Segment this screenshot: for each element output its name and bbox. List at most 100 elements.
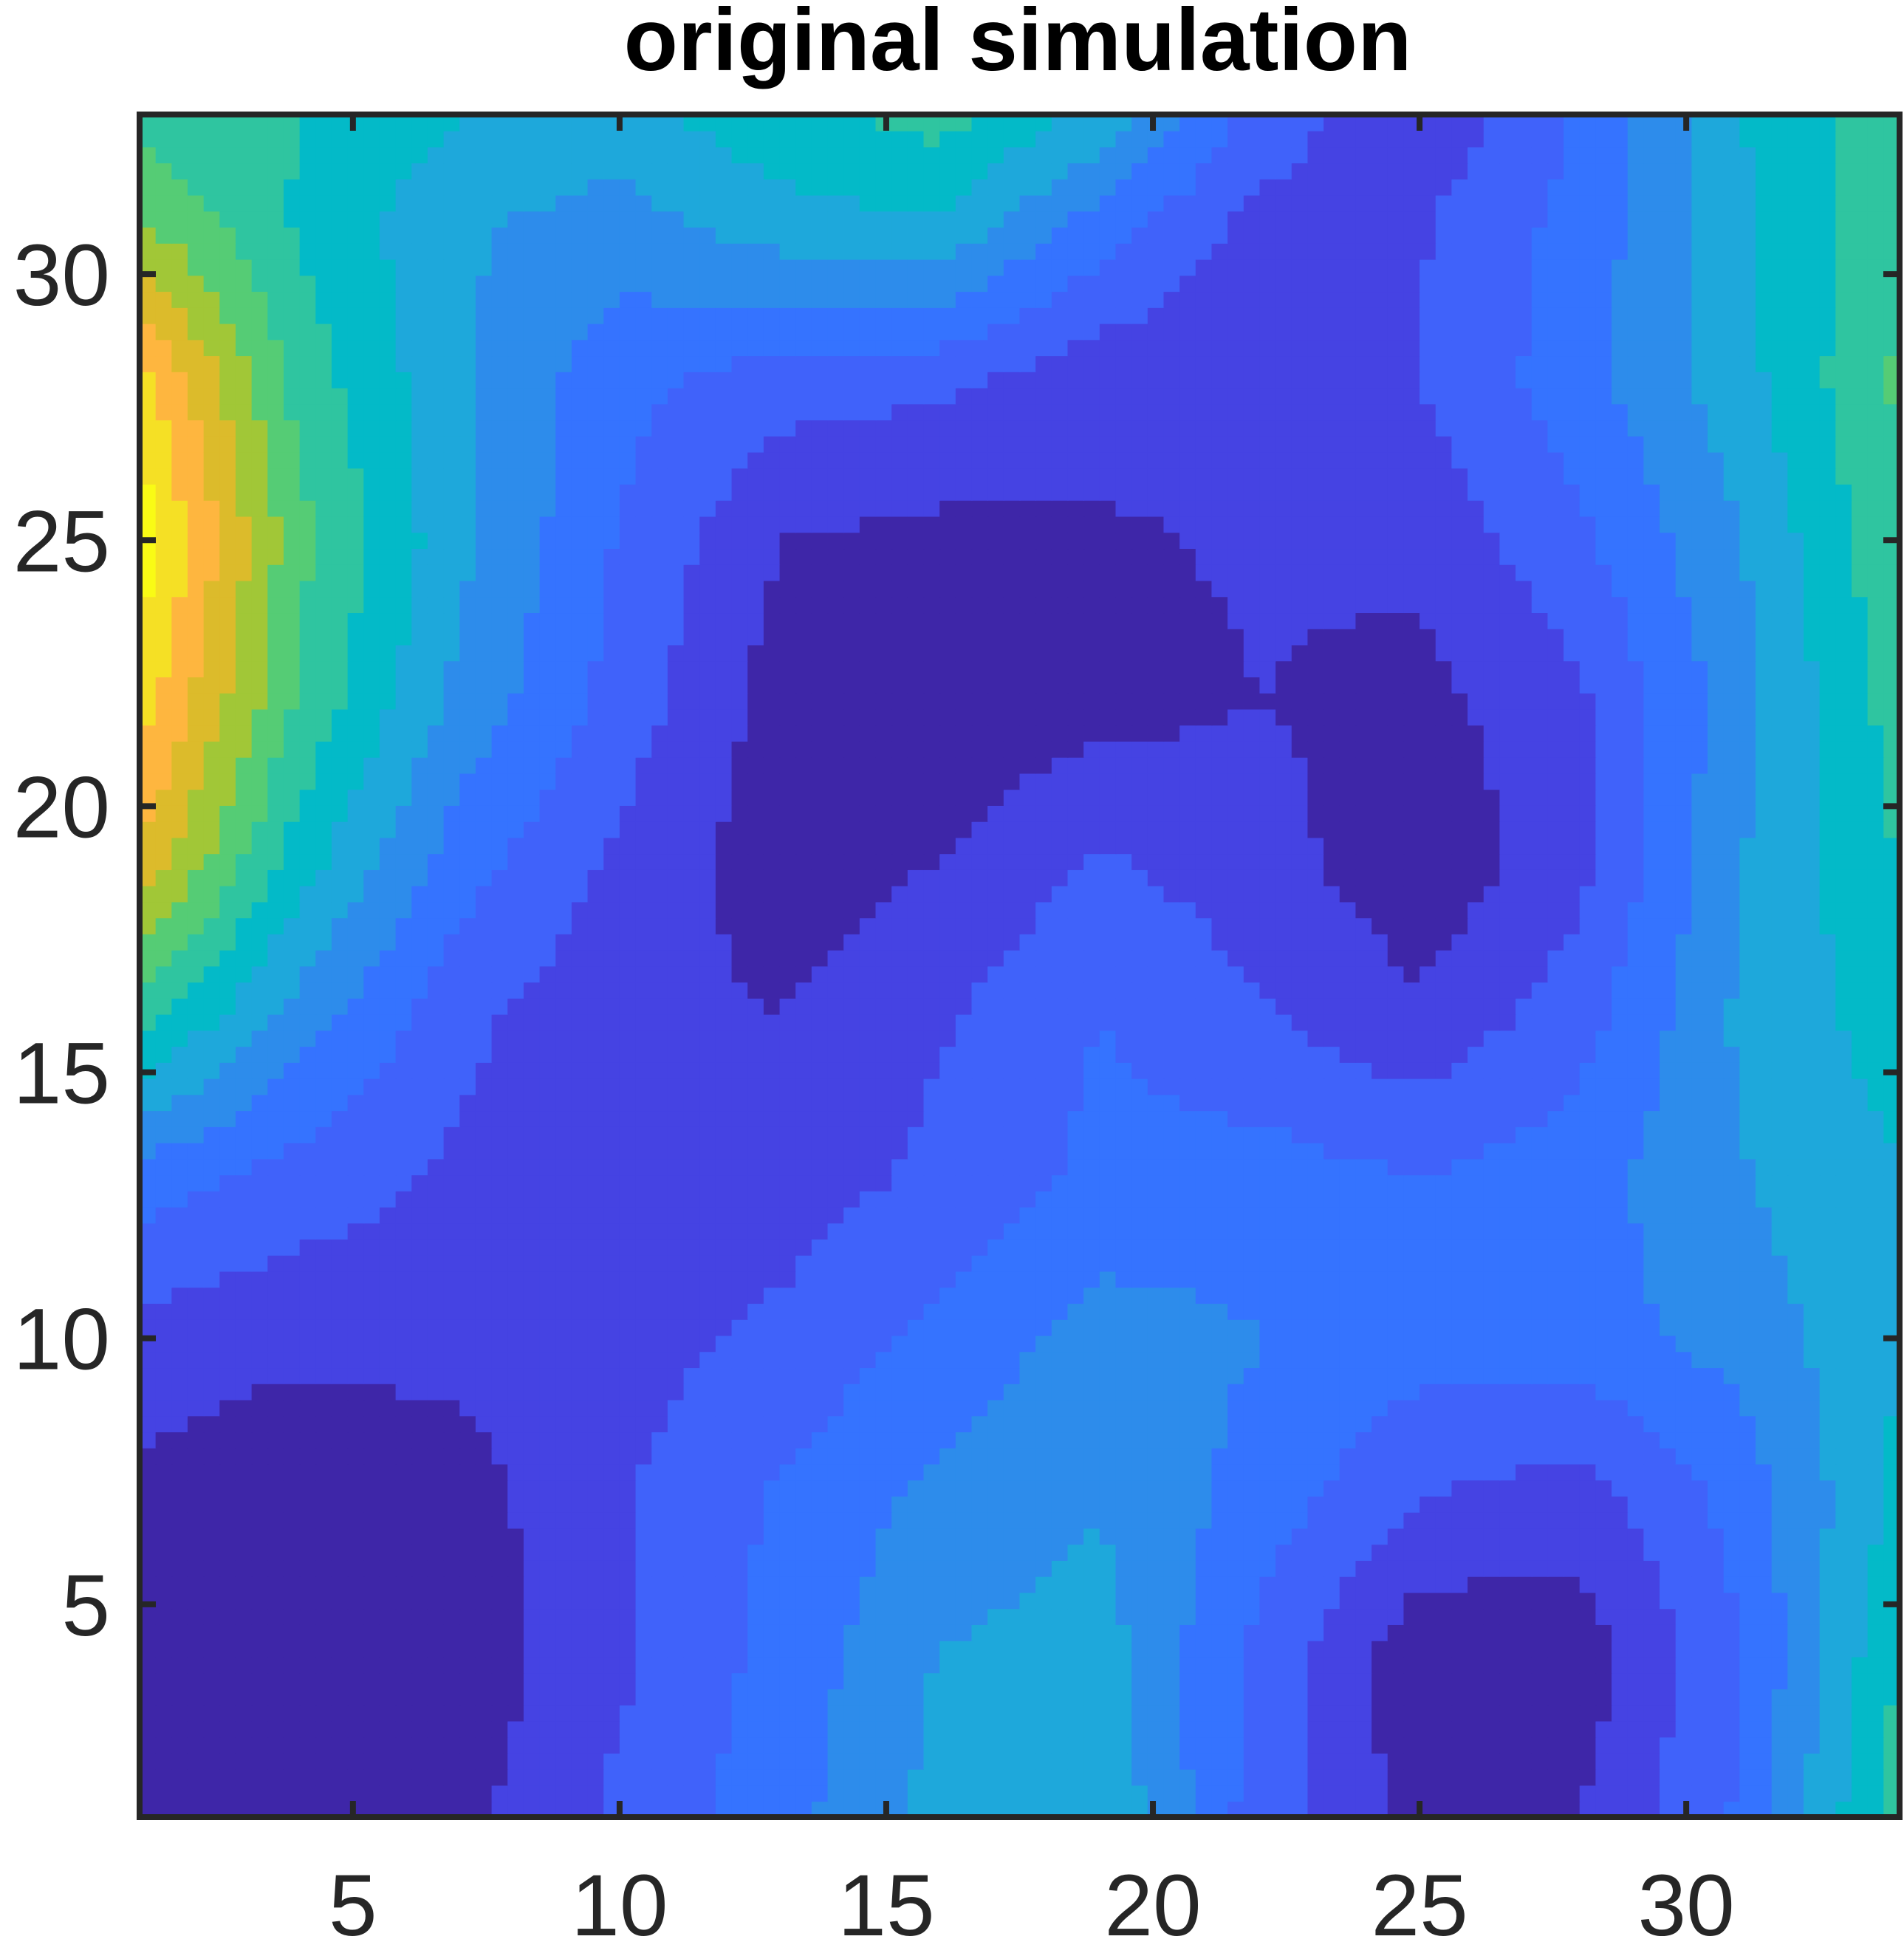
contour-cell bbox=[715, 1383, 733, 1401]
contour-cell bbox=[939, 1206, 956, 1224]
contour-cell bbox=[1387, 1415, 1405, 1433]
contour-cell bbox=[1323, 1704, 1340, 1722]
contour-cell bbox=[1291, 1624, 1309, 1641]
contour-cell bbox=[1675, 1480, 1693, 1497]
contour-cell bbox=[299, 1624, 317, 1641]
contour-cell bbox=[795, 1335, 812, 1353]
contour-cell bbox=[1403, 1271, 1420, 1288]
contour-cell bbox=[155, 1239, 173, 1256]
contour-cell bbox=[315, 1656, 332, 1674]
contour-cell bbox=[443, 1415, 461, 1433]
contour-cell bbox=[427, 1287, 445, 1304]
contour-cell bbox=[1195, 1383, 1213, 1401]
contour-cell bbox=[1739, 1399, 1756, 1417]
contour-cell bbox=[1564, 1801, 1581, 1817]
contour-cell bbox=[843, 1768, 860, 1786]
contour-cell bbox=[1099, 1640, 1117, 1658]
contour-cell bbox=[1612, 1689, 1629, 1706]
contour-cell bbox=[1708, 1528, 1725, 1545]
contour-cell bbox=[1339, 1383, 1357, 1401]
contour-cell bbox=[1612, 1656, 1629, 1674]
contour-cell bbox=[475, 1190, 493, 1208]
contour-cell bbox=[1483, 1672, 1501, 1689]
contour-cell bbox=[1675, 1126, 1693, 1143]
contour-cell bbox=[1531, 1576, 1549, 1593]
contour-cell bbox=[539, 1704, 557, 1722]
contour-cell bbox=[955, 1399, 973, 1417]
contour-cell bbox=[731, 1399, 749, 1417]
contour-cell bbox=[1739, 1094, 1756, 1112]
contour-cell bbox=[507, 1399, 524, 1417]
contour-cell bbox=[1867, 1704, 1885, 1722]
contour-cell bbox=[619, 1319, 637, 1336]
contour-cell bbox=[203, 1704, 221, 1722]
contour-cell bbox=[219, 1608, 236, 1625]
contour-cell bbox=[619, 1801, 637, 1817]
contour-cell bbox=[1483, 1720, 1501, 1738]
contour-cell bbox=[891, 1801, 908, 1817]
contour-cell bbox=[971, 1785, 989, 1802]
contour-cell bbox=[1035, 1576, 1052, 1593]
contour-cell bbox=[187, 1528, 205, 1545]
contour-cell bbox=[283, 1544, 301, 1561]
contour-cell bbox=[539, 1142, 557, 1160]
contour-cell bbox=[1323, 1511, 1340, 1529]
contour-cell bbox=[347, 1351, 365, 1369]
contour-cell bbox=[171, 1222, 188, 1240]
contour-cell bbox=[1691, 1801, 1708, 1817]
contour-cell bbox=[155, 1174, 173, 1191]
contour-cell bbox=[347, 1094, 365, 1112]
contour-cell bbox=[955, 1190, 973, 1208]
contour-cell bbox=[1691, 1142, 1708, 1160]
contour-cell bbox=[683, 1624, 701, 1641]
contour-cell bbox=[1708, 1480, 1725, 1497]
contour-cell bbox=[1883, 1447, 1900, 1465]
contour-cell bbox=[1019, 1158, 1037, 1176]
contour-cell bbox=[1243, 1239, 1261, 1256]
contour-cell bbox=[827, 1254, 845, 1272]
contour-cell bbox=[1211, 1222, 1229, 1240]
contour-cell bbox=[699, 1624, 716, 1641]
contour-cell bbox=[1420, 1768, 1436, 1786]
contour-cell bbox=[1372, 1624, 1388, 1641]
contour-cell bbox=[795, 1544, 812, 1561]
contour-cell bbox=[1660, 1110, 1677, 1127]
contour-cell bbox=[235, 1094, 253, 1112]
contour-cell bbox=[219, 1078, 236, 1095]
contour-cell bbox=[1387, 1496, 1405, 1513]
contour-cell bbox=[971, 1190, 989, 1208]
contour-cell bbox=[1643, 1480, 1660, 1497]
contour-cell bbox=[987, 1785, 1004, 1802]
contour-cell bbox=[1675, 1624, 1693, 1641]
contour-cell bbox=[1435, 1126, 1453, 1143]
contour-cell bbox=[1675, 1656, 1693, 1674]
contour-cell bbox=[1787, 1785, 1804, 1802]
contour-cell bbox=[1627, 1544, 1645, 1561]
contour-cell bbox=[1516, 1399, 1533, 1417]
contour-cell bbox=[715, 1254, 733, 1272]
contour-cell bbox=[1435, 1704, 1453, 1722]
contour-cell bbox=[1083, 1608, 1100, 1625]
contour-cell bbox=[315, 1174, 332, 1191]
contour-cell bbox=[907, 1672, 925, 1689]
contour-cell bbox=[475, 1094, 493, 1112]
contour-cell bbox=[1627, 1190, 1645, 1208]
contour-cell bbox=[955, 1480, 973, 1497]
contour-cell bbox=[427, 1190, 445, 1208]
contour-cell bbox=[1420, 1592, 1436, 1610]
contour-cell bbox=[555, 1399, 572, 1417]
contour-cell bbox=[1275, 1126, 1292, 1143]
contour-cell bbox=[1627, 1174, 1645, 1191]
contour-cell bbox=[1723, 1126, 1741, 1143]
contour-cell bbox=[1739, 1496, 1756, 1513]
contour-cell bbox=[203, 1768, 221, 1786]
contour-cell bbox=[1691, 1094, 1708, 1112]
contour-cell bbox=[1420, 1383, 1436, 1401]
contour-cell bbox=[587, 1785, 605, 1802]
contour-cell bbox=[1483, 1544, 1501, 1561]
contour-cell bbox=[1227, 1254, 1244, 1272]
contour-cell bbox=[491, 1689, 509, 1706]
contour-cell bbox=[1804, 1528, 1821, 1545]
contour-cell bbox=[1163, 1190, 1181, 1208]
contour-cell bbox=[1531, 1720, 1549, 1738]
